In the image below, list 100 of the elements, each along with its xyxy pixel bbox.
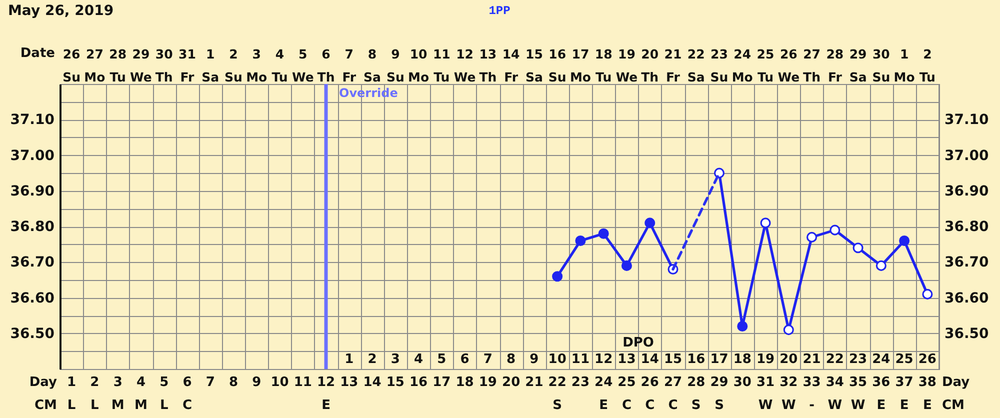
x-tick-label: 2 L <box>90 375 100 413</box>
x2-tick-label: 31 Fr <box>178 46 196 84</box>
point <box>806 232 818 242</box>
x2-tick-label: 5 We <box>292 46 314 84</box>
x2-tick-label: 2 Su <box>224 46 242 84</box>
x2-tick-label: 1 Mo <box>894 46 916 84</box>
x-tick-label: 11 23 <box>571 352 590 390</box>
x2-tick-label: 14 Fr <box>502 46 520 84</box>
x2-axis-title: Date <box>20 46 56 61</box>
x-tick-label: 25 37 E <box>895 352 914 413</box>
x-tick-label: 7 <box>206 375 215 390</box>
x2-tick-label: 24 Mo <box>732 46 754 84</box>
x2-tick-label: 22 Sa <box>687 46 705 84</box>
x2-tick-label: 28 Tu <box>109 46 127 84</box>
point <box>644 218 656 228</box>
x-tick-label: 2 14 <box>363 352 382 390</box>
x-tick-label: 3 M <box>111 375 124 413</box>
x-tick-label: 10 22 S <box>548 352 566 413</box>
y2-tick-label: 36.90 <box>944 183 990 200</box>
x-tick-label: 9 21 <box>525 352 544 390</box>
x-tick-label: 13 25 C <box>618 352 636 413</box>
point <box>737 320 748 332</box>
chart-subtitle: 1PP <box>488 4 510 18</box>
y2-tick-label: 36.70 <box>944 254 990 271</box>
x2-tick-label: 11 Tu <box>432 46 450 84</box>
y2-tick-label: 37.10 <box>944 112 990 128</box>
point <box>714 168 725 178</box>
x2-tick-label: 17 Mo <box>570 46 592 84</box>
x2-tick-label: 10 Mo <box>408 46 430 84</box>
point <box>899 235 910 246</box>
x-tick-label: 21 33 - <box>802 352 821 413</box>
x2-tick-label: 4 Tu <box>272 46 288 84</box>
y-tick-label: 36.60 <box>10 290 55 306</box>
point <box>830 224 840 236</box>
y-tick-label: 36.50 <box>10 326 55 342</box>
x2-tick-label: 29 We <box>130 46 152 84</box>
x-tick-label: 6 C <box>182 375 192 413</box>
x-tick-label: 17 29 S <box>710 352 728 413</box>
annotation: DPO <box>622 336 654 350</box>
x-tick-label: 12 24 E <box>594 352 613 413</box>
x-tick-label: 7 19 <box>478 352 497 390</box>
x2-tick-label: 25 Tu <box>756 46 774 84</box>
x2-tick-label: 9 Su <box>386 46 404 84</box>
text: Day CM <box>29 375 57 413</box>
x2-tick-label: 30 Su <box>872 46 890 84</box>
x2-tick-label: 30 Th <box>155 46 174 84</box>
x2-tick-label: 2 Tu <box>919 46 936 84</box>
x-tick-label: 18 30 <box>733 352 752 390</box>
y2-tick-label: 36.80 <box>944 219 990 235</box>
x2-tick-label: 26 We <box>778 46 800 84</box>
point <box>876 260 886 271</box>
x-tick-label: 1 13 <box>340 352 358 390</box>
x-tick-label: 19 31 W <box>756 352 775 413</box>
x-tick-label: 5 L <box>160 375 169 413</box>
x-tick-label: 24 36 E <box>872 352 890 413</box>
x2-tick-label: 19 We <box>616 46 638 84</box>
point <box>621 260 632 271</box>
x-axis-title: Day CM <box>942 375 970 413</box>
x2-tick-label: 16 Su <box>548 46 566 84</box>
point <box>598 228 609 239</box>
x-tick-label: 26 38 E <box>918 352 936 413</box>
x2-tick-label: 12 We <box>454 46 476 84</box>
x2-tick-label: 27 Th <box>803 46 820 84</box>
x2-tick-label: 3 Mo <box>246 46 268 84</box>
x2-tick-label: 7 Fr <box>342 46 357 84</box>
x-tick-label: 8 <box>228 375 238 390</box>
y-tick-label: 36.70 <box>10 254 55 271</box>
point <box>575 235 586 246</box>
x2-tick-label: 18 Tu <box>594 46 612 84</box>
chart-title: May 26, 2019 <box>8 3 114 19</box>
x-tick-label: 23 35 W <box>848 352 868 413</box>
y-tick-label: 36.90 <box>10 183 55 200</box>
point <box>760 218 771 228</box>
x2-tick-label: 21 Fr <box>664 46 682 84</box>
x-tick-label: 11 <box>294 375 312 390</box>
x-tick-label: 16 28 S <box>687 352 706 413</box>
x2-tick-label: 23 Su <box>710 46 728 84</box>
x-tick-label: 1 L <box>67 375 76 413</box>
x-tick-label: 4 M <box>134 375 148 413</box>
x-tick-label: 14 26 C <box>640 352 659 413</box>
point <box>783 324 794 336</box>
x-tick-label: 6 18 <box>456 352 474 390</box>
y2-tick-label: 36.60 <box>944 290 990 306</box>
x-tick-label: 22 34 W <box>826 352 844 413</box>
x2-tick-label: 6 Th <box>317 46 335 84</box>
x-tick-label: 4 16 <box>409 352 428 390</box>
x-tick-label: 8 20 <box>502 352 520 390</box>
y2-tick-label: 37.00 <box>944 148 990 164</box>
y-tick-label: 37.10 <box>10 112 55 128</box>
y2-tick-label: 36.50 <box>944 326 990 342</box>
point <box>552 271 563 282</box>
point <box>922 288 933 300</box>
x2-tick-label: 1 Sa <box>202 46 220 84</box>
x-tick-label: 10 <box>270 375 289 390</box>
x2-tick-label: 13 Th <box>479 46 497 84</box>
x2-tick-label: 27 Mo <box>84 46 106 84</box>
x-tick-label: 12 E <box>316 375 336 413</box>
x-tick-label: 9 <box>252 375 262 390</box>
x-tick-label: 3 15 <box>386 352 404 390</box>
y-tick-label: 37.00 <box>10 148 55 164</box>
